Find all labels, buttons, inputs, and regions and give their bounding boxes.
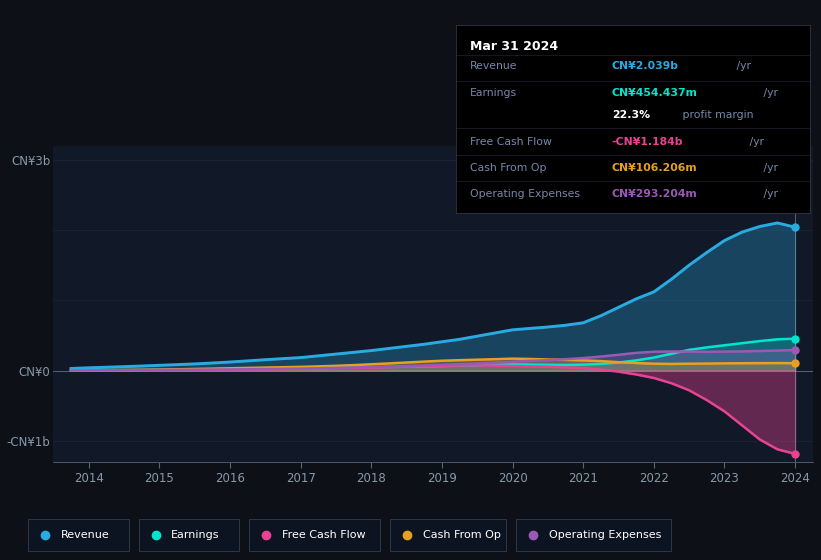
Text: profit margin: profit margin [679,110,754,120]
Text: CN¥293.204m: CN¥293.204m [612,189,698,199]
Text: /yr: /yr [733,62,751,72]
Text: Free Cash Flow: Free Cash Flow [282,530,365,540]
Text: Revenue: Revenue [470,62,517,72]
FancyBboxPatch shape [139,519,239,551]
Text: CN¥454.437m: CN¥454.437m [612,88,698,98]
Text: /yr: /yr [760,163,778,173]
FancyBboxPatch shape [516,519,671,551]
Text: /yr: /yr [760,88,778,98]
Text: Free Cash Flow: Free Cash Flow [470,137,552,147]
Text: 22.3%: 22.3% [612,110,650,120]
Text: Earnings: Earnings [172,530,220,540]
Text: /yr: /yr [760,189,778,199]
Text: Operating Expenses: Operating Expenses [548,530,661,540]
Text: Cash From Op: Cash From Op [470,163,546,173]
Text: Operating Expenses: Operating Expenses [470,189,580,199]
FancyBboxPatch shape [250,519,380,551]
Text: Mar 31 2024: Mar 31 2024 [470,40,558,53]
FancyBboxPatch shape [391,519,507,551]
Text: Cash From Op: Cash From Op [423,530,501,540]
Text: /yr: /yr [746,137,764,147]
Text: -CN¥1.184b: -CN¥1.184b [612,137,683,147]
Text: Earnings: Earnings [470,88,517,98]
Text: Revenue: Revenue [61,530,110,540]
Text: CN¥2.039b: CN¥2.039b [612,62,679,72]
FancyBboxPatch shape [29,519,129,551]
Text: CN¥106.206m: CN¥106.206m [612,163,697,173]
